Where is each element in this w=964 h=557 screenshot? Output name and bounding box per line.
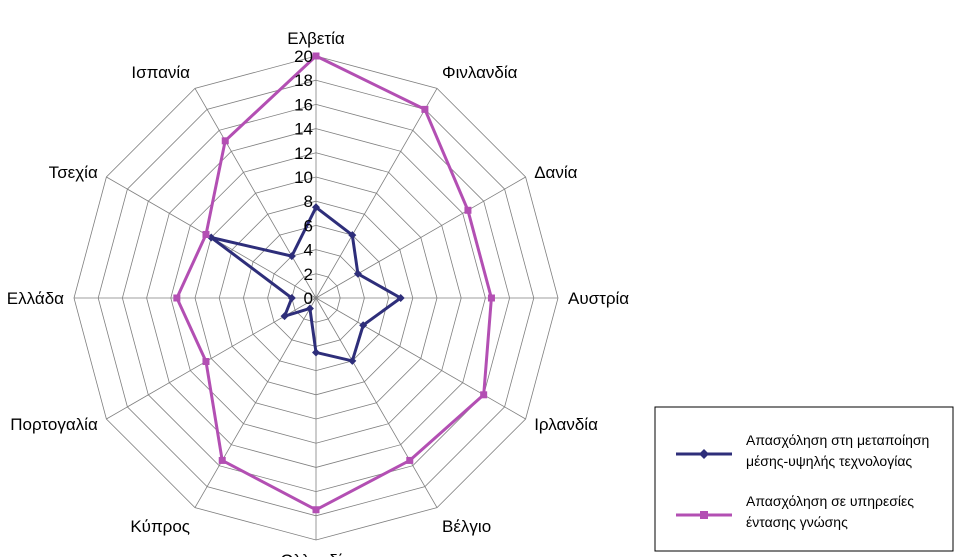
- category-label: Κύπρος: [130, 517, 190, 536]
- data-point: [312, 203, 320, 212]
- series-2: [173, 52, 495, 514]
- data-point: [396, 294, 405, 302]
- data-point: [173, 294, 181, 302]
- data-point: [348, 356, 357, 365]
- data-point: [464, 206, 472, 214]
- data-point: [359, 321, 368, 330]
- spoke-line: [315, 176, 526, 299]
- data-point: [218, 456, 226, 464]
- data-point: [312, 506, 320, 514]
- data-point: [221, 137, 229, 145]
- legend: Απασχόληση στη μεταποίηση μέσης-υψηλής τ…: [654, 406, 954, 552]
- legend-label-series-2-line-1: Απασχόληση σε υπηρεσίες: [746, 493, 914, 509]
- radial-tick-label: 20: [294, 47, 313, 66]
- radial-tick-label: 2: [304, 265, 313, 284]
- spoke-line: [106, 297, 317, 420]
- category-label: Ελβετία: [287, 29, 345, 48]
- radial-tick-label: 8: [304, 192, 313, 211]
- series-layer: [173, 52, 495, 514]
- data-point: [202, 230, 210, 238]
- radial-tick-label: 6: [304, 216, 313, 235]
- spoke-line: [315, 88, 438, 299]
- radar-spokes: [74, 56, 558, 540]
- legend-entry-series-2: Απασχόληση σε υπηρεσίες έντασης γνώσης: [676, 493, 914, 530]
- data-point: [480, 391, 488, 399]
- category-label: Ισπανία: [131, 63, 190, 82]
- data-point: [287, 252, 296, 261]
- data-point: [348, 231, 357, 240]
- spoke-line: [315, 297, 526, 420]
- radial-tick-label: 16: [294, 95, 313, 114]
- legend-label-series-1-line-1: Απασχόληση στη μεταποίηση: [746, 432, 929, 448]
- data-point: [312, 52, 320, 60]
- category-labels: Ελβετία Φινλανδία Δανία Αυστρία Ιρλανδία Βέλγ…: [7, 29, 629, 557]
- data-point: [406, 456, 414, 464]
- legend-label-series-2-line-2: έντασης γνώσης: [746, 514, 848, 530]
- data-point: [287, 294, 296, 302]
- radial-tick-label: 14: [294, 120, 313, 139]
- radial-tick-label: 0: [304, 289, 313, 308]
- radial-tick-label: 18: [294, 71, 313, 90]
- legend-box: [654, 406, 954, 552]
- category-label: Βέλγιο: [442, 517, 491, 536]
- data-point: [487, 294, 495, 302]
- data-point: [305, 304, 314, 313]
- category-label: Φινλανδία: [442, 63, 518, 82]
- spoke-line: [315, 297, 438, 508]
- category-label: Δανία: [534, 163, 577, 182]
- data-point: [202, 358, 210, 366]
- data-point: [421, 105, 429, 113]
- radial-tick-labels: 0 2 4 6 8 10 12 14 16 18 20: [294, 47, 313, 308]
- category-label: Αυστρία: [568, 289, 629, 308]
- data-point: [312, 348, 320, 357]
- category-label: Πορτογαλία: [10, 415, 98, 434]
- legend-entry-series-1: Απασχόληση στη μεταποίηση μέσης-υψηλής τ…: [676, 432, 929, 469]
- category-label: Ελλάδα: [7, 289, 64, 308]
- series-1: [207, 203, 405, 365]
- legend-marker-diamond: [699, 449, 709, 459]
- category-label: Ιρλανδία: [534, 415, 598, 434]
- radial-tick-label: 10: [294, 168, 313, 187]
- category-label: Τσεχία: [49, 163, 98, 182]
- category-label: Ολλανδία: [280, 551, 352, 557]
- data-point: [353, 269, 362, 278]
- legend-label-series-1-line-2: μέσης-υψηλής τεχνολογίας: [746, 453, 912, 469]
- spoke-line: [194, 88, 317, 299]
- data-point: [280, 312, 289, 321]
- radial-tick-label: 12: [294, 144, 313, 163]
- legend-marker-square: [700, 511, 708, 519]
- spoke-line: [194, 297, 317, 508]
- radial-tick-label: 4: [304, 241, 313, 260]
